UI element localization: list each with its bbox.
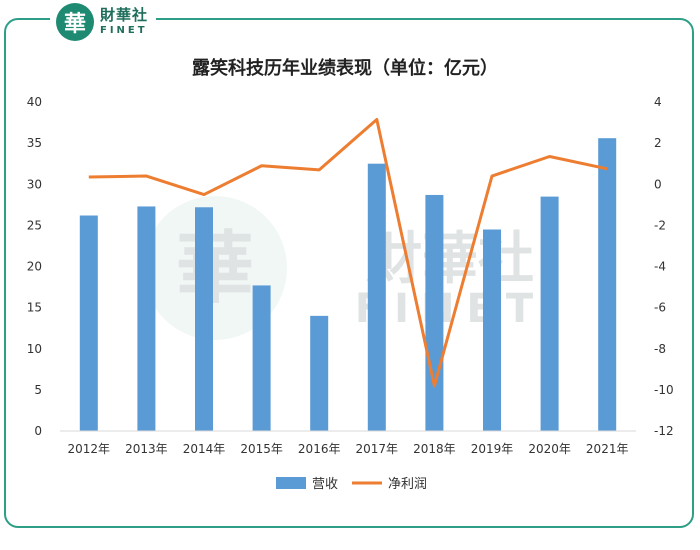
y-right-tick-8: 4	[654, 95, 662, 109]
bar-revenue-2	[195, 207, 213, 431]
y-left-tick-3: 15	[27, 301, 42, 315]
bar-revenue-3	[252, 285, 271, 431]
chart-frame	[4, 18, 694, 528]
x-tick-6: 2018年	[413, 442, 456, 456]
logo-badge-icon: 華	[56, 3, 94, 41]
bar-revenue-7	[483, 229, 501, 431]
x-tick-2: 2014年	[183, 442, 226, 456]
y-left-tick-6: 30	[27, 177, 42, 191]
x-tick-9: 2021年	[586, 442, 629, 456]
bar-revenue-9	[598, 138, 617, 431]
y-left-tick-0: 0	[34, 424, 42, 438]
y-right-tick-3: -6	[654, 301, 666, 315]
bar-revenue-4	[310, 315, 329, 431]
x-tick-7: 2019年	[471, 442, 514, 456]
x-tick-5: 2017年	[356, 442, 399, 456]
x-tick-1: 2013年	[125, 442, 168, 456]
x-tick-0: 2012年	[68, 442, 111, 456]
y-right-tick-7: 2	[654, 136, 662, 150]
y-left-tick-8: 40	[27, 95, 42, 109]
legend-label-net-profit: 净利润	[388, 477, 427, 492]
y-left-tick-7: 35	[27, 136, 42, 150]
finet-logo: 華 財華社 FINET	[50, 2, 157, 42]
y-right-tick-4: -4	[654, 260, 666, 274]
y-left-tick-2: 10	[27, 342, 42, 356]
chart-title: 露笑科技历年业绩表现（单位：亿元）	[192, 57, 498, 79]
logo-name-cn: 財華社	[100, 6, 149, 24]
bar-revenue-5	[367, 163, 386, 431]
watermark-cn: 財華社	[366, 227, 534, 292]
watermark: 華 財華社 FINET	[143, 196, 534, 340]
legend-label-revenue: 营收	[312, 477, 338, 492]
watermark-circle	[143, 196, 287, 340]
legend-swatch-revenue	[276, 477, 306, 489]
y-left-tick-4: 20	[27, 260, 42, 274]
bar-revenue-6	[425, 194, 444, 431]
bar-revenue-0	[79, 215, 98, 431]
y-left-tick-5: 25	[27, 218, 42, 232]
line-net-profit	[88, 117, 608, 388]
watermark-char: 華	[176, 224, 254, 314]
y-right-tick-0: -12	[654, 424, 674, 438]
logo-name-en: FINET	[100, 25, 148, 36]
y-right-tick-6: 0	[654, 177, 662, 191]
bar-revenue-1	[137, 206, 156, 431]
y-right-tick-5: -2	[654, 218, 666, 232]
x-tick-4: 2016年	[298, 442, 341, 456]
x-tick-3: 2015年	[240, 442, 283, 456]
x-tick-8: 2020年	[528, 442, 571, 456]
y-right-tick-1: -10	[654, 383, 674, 397]
y-right-tick-2: -8	[654, 342, 666, 356]
y-left-tick-1: 5	[34, 383, 42, 397]
bar-revenue-8	[540, 196, 559, 431]
